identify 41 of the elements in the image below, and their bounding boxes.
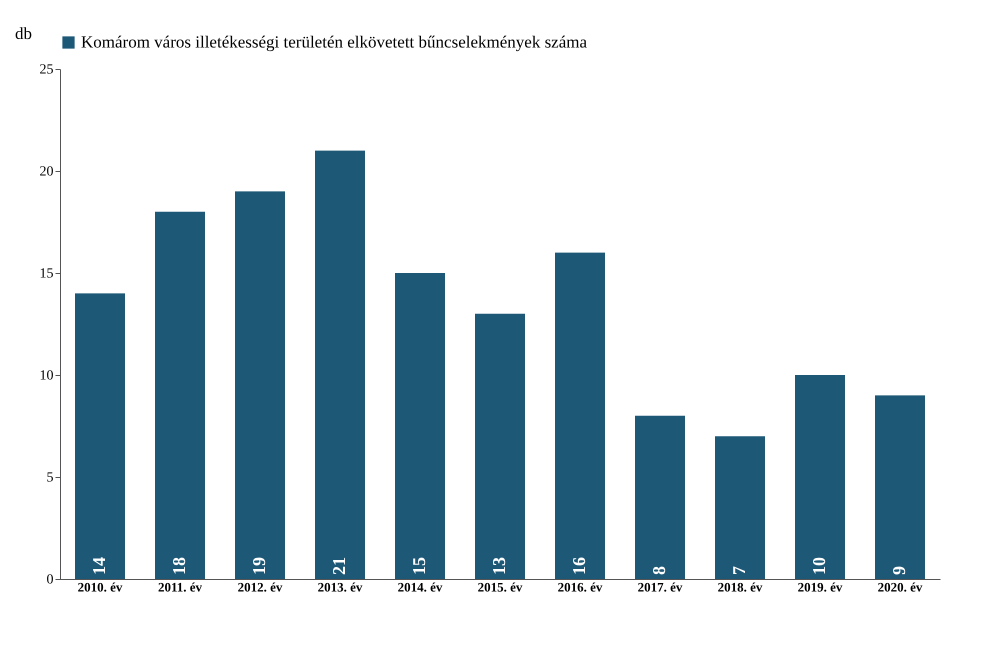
y-axis-title: db <box>15 24 32 43</box>
y-tick-label: 5 <box>46 470 54 486</box>
y-tick-label: 0 <box>46 572 54 588</box>
bar <box>795 375 845 579</box>
data-label: 7 <box>729 566 749 575</box>
bar <box>235 191 285 579</box>
bar <box>475 314 525 579</box>
data-label: 14 <box>89 557 109 575</box>
x-tick-label: 2011. év <box>158 580 203 594</box>
bar <box>155 212 205 579</box>
data-label: 19 <box>249 557 269 575</box>
x-tick-label: 2015. év <box>478 580 523 594</box>
bar <box>315 150 365 579</box>
x-tick-label: 2012. év <box>238 580 283 594</box>
bar <box>395 273 445 579</box>
x-tick-label: 2014. év <box>398 580 443 594</box>
bar <box>715 436 765 579</box>
bar <box>75 293 125 579</box>
data-label: 18 <box>169 557 189 575</box>
x-tick-label: 2013. év <box>318 580 363 594</box>
y-tick-label: 10 <box>40 368 54 384</box>
y-tick-label: 20 <box>40 164 54 180</box>
y-tick-label: 15 <box>40 266 54 282</box>
bar <box>635 416 685 579</box>
bar <box>555 252 605 579</box>
x-tick-label: 2020. év <box>878 580 923 594</box>
x-tick-label: 2018. év <box>718 580 763 594</box>
bar <box>875 395 925 579</box>
x-tick-label: 2017. év <box>638 580 683 594</box>
data-label: 16 <box>569 557 589 575</box>
data-label: 9 <box>889 566 909 575</box>
x-tick-label: 2019. év <box>798 580 843 594</box>
data-label: 8 <box>649 566 669 575</box>
data-label: 13 <box>489 557 509 575</box>
data-label: 15 <box>409 557 429 575</box>
x-tick-label: 2010. év <box>78 580 123 594</box>
data-label: 10 <box>809 557 829 575</box>
y-tick-label: 25 <box>40 62 54 78</box>
legend-label: Komárom város illetékességi területén elkövetett bűncselekmények száma <box>81 32 588 52</box>
data-label: 21 <box>329 557 349 575</box>
x-tick-label: 2016. év <box>558 580 603 594</box>
